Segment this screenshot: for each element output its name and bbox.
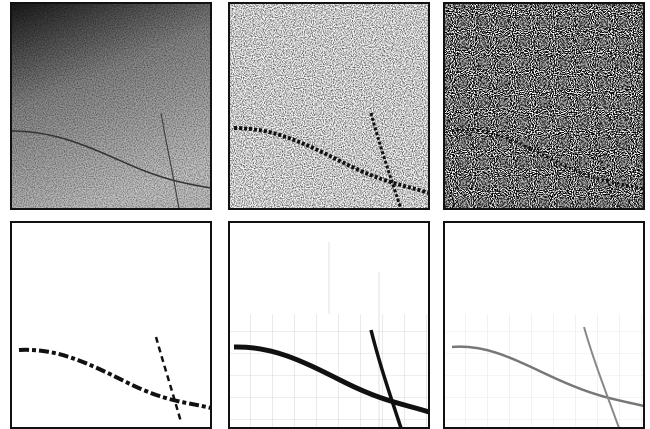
panel-grid: [229, 222, 429, 428]
panel-extracted: [11, 222, 211, 428]
background: [11, 222, 211, 428]
panel-speckle: [229, 3, 429, 209]
panel-reconstruction: [444, 222, 644, 428]
noise: [444, 3, 644, 209]
grid: [229, 314, 429, 428]
panel-original: [11, 3, 211, 209]
noise: [11, 3, 211, 209]
grid: [444, 314, 644, 428]
panel-sparse: [444, 3, 644, 209]
noise: [229, 3, 429, 209]
